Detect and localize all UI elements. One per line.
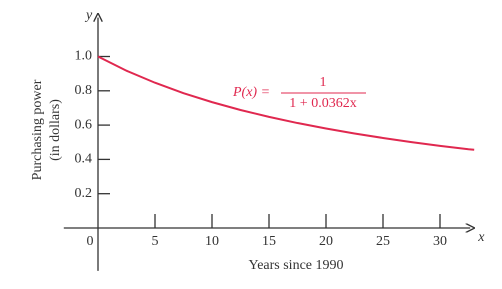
y-tick-label: 1.0 (75, 49, 93, 64)
x-tick-label: 5 (152, 234, 159, 249)
x-axis-name: x (477, 230, 485, 245)
x-axis-label: Years since 1990 (248, 258, 343, 273)
y-axis-label: (in dollars) (48, 99, 63, 161)
y-tick-label: 0.6 (75, 117, 93, 132)
x-tick-label: 30 (433, 234, 447, 249)
y-axis-name: y (84, 8, 93, 23)
y-tick-label: 0.8 (75, 83, 93, 98)
x-tick-label: 0 (87, 234, 94, 249)
x-tick-label: 25 (376, 234, 390, 249)
x-tick-label: 15 (262, 234, 276, 249)
annotation-numerator: 1 (320, 75, 327, 90)
y-tick-label: 0.2 (75, 186, 93, 201)
annotation-denominator: 1 + 0.0362x (289, 96, 356, 111)
x-tick-label: 20 (319, 234, 333, 249)
x-tick-label: 10 (205, 234, 219, 249)
y-tick-label: 0.4 (75, 152, 93, 167)
curve (97, 55, 475, 151)
annotation-lhs: P(x) = (232, 85, 270, 100)
y-axis-label: Purchasing power (30, 79, 45, 180)
